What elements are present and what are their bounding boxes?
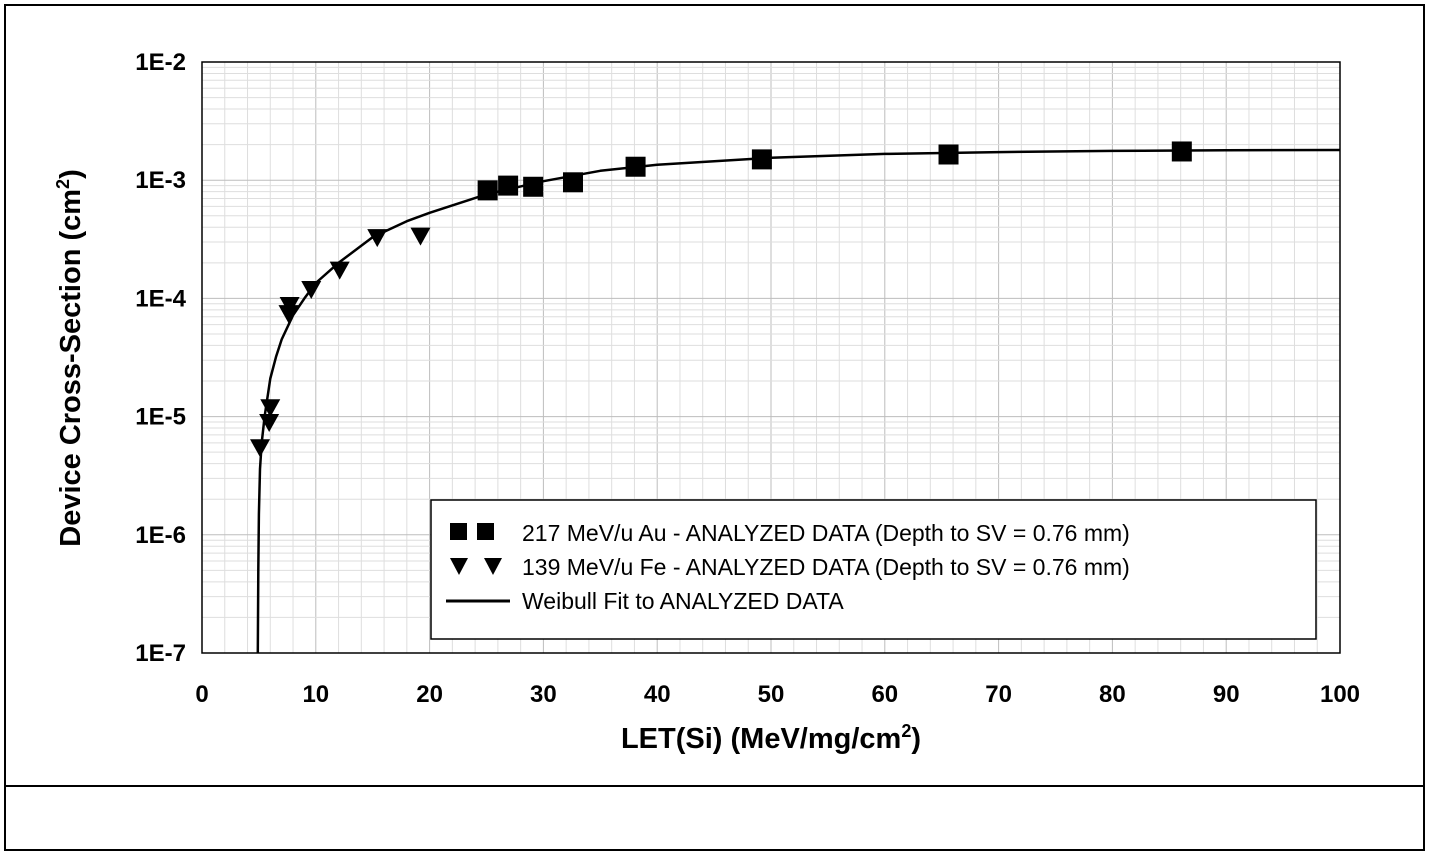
fe-data-point — [259, 414, 280, 433]
legend-triangle-marker-1 — [450, 558, 468, 575]
x-tick-label: 50 — [758, 681, 785, 708]
fe-data-point — [329, 261, 350, 280]
fe-data-point — [367, 229, 388, 248]
au-data-point — [751, 149, 772, 170]
x-tick-label: 0 — [195, 681, 208, 708]
x-tick-label: 40 — [644, 681, 671, 708]
plot-area — [201, 61, 1341, 654]
fe-data-point — [279, 296, 300, 315]
legend-item-fe: 139 MeV/u Fe - ANALYZED DATA (Depth to S… — [450, 554, 1130, 580]
au-data-point — [562, 172, 583, 193]
x-tick-label: 70 — [985, 681, 1012, 708]
legend-triangle-marker-2 — [484, 558, 502, 575]
y-tick-label: 1E-5 — [135, 404, 186, 431]
x-tick-label: 60 — [871, 681, 898, 708]
x-tick-label: 20 — [416, 681, 443, 708]
fe-data-point — [260, 399, 281, 418]
y-tick-label: 1E-3 — [135, 167, 186, 194]
x-tick-label: 90 — [1213, 681, 1240, 708]
x-tick-label: 80 — [1099, 681, 1126, 708]
marks-layer — [250, 141, 1192, 458]
legend-label-au: 217 MeV/u Au - ANALYZED DATA (Depth to S… — [522, 520, 1130, 546]
legend-item-fit: Weibull Fit to ANALYZED DATA — [446, 588, 844, 614]
x-tick-labels: 0 10 20 30 40 50 60 70 80 90 100 — [195, 681, 1360, 708]
y-tick-label: 1E-2 — [135, 49, 186, 76]
y-tick-labels: 1E-7 1E-6 1E-5 1E-4 1E-3 1E-2 — [135, 49, 186, 667]
legend: 217 MeV/u Au - ANALYZED DATA (Depth to S… — [430, 499, 1317, 640]
legend-label-fe: 139 MeV/u Fe - ANALYZED DATA (Depth to S… — [522, 554, 1130, 580]
fe-data-point — [278, 305, 299, 324]
legend-item-au: 217 MeV/u Au - ANALYZED DATA (Depth to S… — [450, 520, 1130, 546]
x-axis-title: LET(Si) (MeV/mg/cm2) — [621, 721, 921, 755]
y-tick-label: 1E-6 — [135, 522, 186, 549]
fit-layer — [256, 148, 1341, 654]
fe-data-point — [301, 281, 322, 300]
x-tick-label: 100 — [1320, 681, 1360, 708]
au-data-point — [625, 156, 646, 177]
y-tick-label: 1E-4 — [135, 285, 186, 312]
au-data-point — [523, 176, 544, 197]
legend-square-marker-2 — [477, 523, 494, 540]
fe-data-point — [410, 227, 431, 246]
legend-label-fit: Weibull Fit to ANALYZED DATA — [522, 588, 844, 614]
y-tick-label: 1E-7 — [135, 640, 186, 667]
legend-square-marker-1 — [450, 523, 467, 540]
au-data-point — [1171, 141, 1192, 162]
au-data-point — [477, 180, 498, 201]
weibull-fit-line — [256, 148, 1341, 654]
au-data-point — [938, 144, 959, 165]
au-data-point — [498, 175, 519, 196]
fe-data-point — [250, 439, 271, 458]
x-tick-label: 10 — [302, 681, 329, 708]
x-tick-label: 30 — [530, 681, 557, 708]
y-axis-title: Device Cross-Section (cm2) — [53, 169, 87, 547]
legend-box — [430, 499, 1317, 640]
